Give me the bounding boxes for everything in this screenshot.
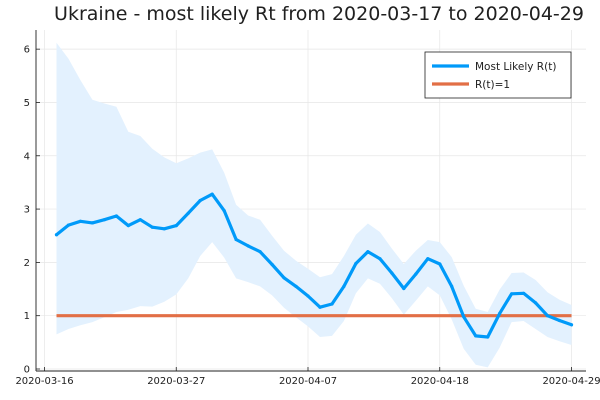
axes bbox=[35, 30, 586, 372]
data-point bbox=[126, 224, 130, 228]
tick-labels: 2020-03-16 2020-03-27 2020-04-07 2020-04-18… bbox=[15, 45, 600, 387]
x-tick-label: 2020-04-29 bbox=[542, 376, 600, 387]
data-point bbox=[102, 218, 106, 222]
legend-label-most-likely: Most Likely R(t) bbox=[475, 61, 556, 73]
x-tick-label: 2020-03-27 bbox=[147, 376, 205, 387]
data-point bbox=[390, 271, 394, 275]
data-point bbox=[545, 314, 550, 318]
data-point bbox=[258, 250, 262, 254]
data-point bbox=[210, 192, 214, 196]
data-point bbox=[534, 301, 538, 305]
legend-label-reference: R(t)=1 bbox=[475, 79, 510, 91]
data-point bbox=[342, 284, 346, 288]
chart-title: Ukraine - most likely Rt from 2020-03-17… bbox=[54, 3, 584, 25]
data-point bbox=[450, 284, 454, 288]
data-point bbox=[234, 237, 238, 242]
data-point bbox=[510, 292, 514, 296]
data-point bbox=[330, 302, 334, 306]
confidence-band bbox=[56, 42, 572, 368]
y-tick-label: 2 bbox=[24, 258, 30, 269]
data-point bbox=[138, 218, 142, 222]
data-point bbox=[486, 335, 490, 339]
y-tick-label: 4 bbox=[24, 151, 30, 162]
data-point bbox=[246, 244, 250, 248]
y-tick-label: 0 bbox=[24, 365, 30, 376]
data-point bbox=[414, 272, 418, 276]
data-point bbox=[186, 211, 190, 215]
data-point bbox=[426, 257, 430, 261]
x-tick-label: 2020-04-07 bbox=[279, 376, 337, 387]
data-point bbox=[150, 225, 154, 229]
data-point bbox=[162, 227, 166, 231]
data-point bbox=[438, 262, 442, 266]
data-point bbox=[462, 315, 466, 319]
data-point bbox=[557, 318, 562, 323]
data-point bbox=[498, 312, 502, 316]
data-point bbox=[378, 257, 382, 261]
data-point bbox=[66, 223, 71, 227]
data-point bbox=[174, 224, 178, 228]
data-point bbox=[90, 221, 94, 225]
data-point bbox=[270, 262, 274, 267]
data-point bbox=[402, 286, 406, 291]
data-point bbox=[354, 261, 358, 266]
y-tick-label: 3 bbox=[24, 205, 30, 216]
data-point bbox=[114, 214, 118, 218]
x-tick-label: 2020-04-18 bbox=[411, 376, 469, 387]
confidence-band-area bbox=[56, 42, 572, 368]
data-point bbox=[78, 219, 82, 223]
data-point bbox=[569, 323, 574, 327]
data-point bbox=[522, 291, 526, 295]
y-tick-label: 5 bbox=[24, 98, 30, 109]
data-point bbox=[318, 305, 322, 309]
data-point bbox=[306, 294, 310, 298]
y-tick-label: 1 bbox=[24, 311, 30, 322]
data-point bbox=[474, 334, 478, 338]
y-tick-label: 6 bbox=[24, 45, 30, 56]
legend-box bbox=[424, 51, 572, 99]
data-point bbox=[282, 276, 286, 280]
legend: Most Likely R(t) R(t)=1 bbox=[424, 51, 572, 99]
main-series-layer bbox=[54, 192, 574, 339]
series-line-most-likely bbox=[54, 192, 574, 339]
data-point bbox=[222, 209, 226, 213]
data-point bbox=[294, 284, 298, 288]
data-point bbox=[366, 250, 370, 254]
x-tick-label: 2020-03-16 bbox=[15, 376, 73, 387]
data-point bbox=[54, 233, 59, 237]
data-point bbox=[198, 198, 202, 203]
